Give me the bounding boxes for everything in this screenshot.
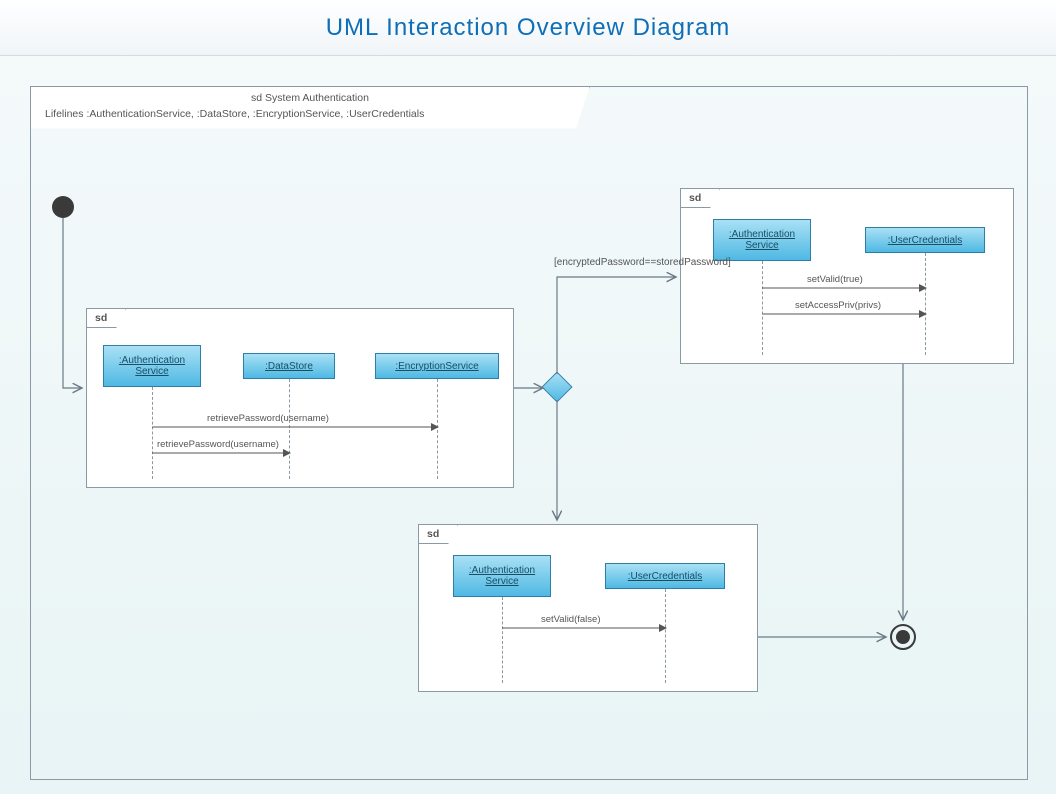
sd-frame-1: sd :AuthenticationService :DataStore :En…	[86, 308, 514, 488]
title-bar: UML Interaction Overview Diagram	[0, 0, 1056, 56]
sd2-tab: sd	[680, 188, 720, 208]
sd3-lifeline-user: :UserCredentials	[605, 563, 725, 589]
sd2-msg1: setValid(true)	[807, 274, 863, 285]
sd2-lifeline-user: :UserCredentials	[865, 227, 985, 253]
sd3-arrows	[419, 525, 757, 691]
guard-label: [encryptedPassword==storedPassword]	[554, 257, 731, 268]
sd3-lifeline-auth: :AuthenticationService	[453, 555, 551, 597]
sd-frame-3: sd :AuthenticationService :UserCredentia…	[418, 524, 758, 692]
sd3-msg1: setValid(false)	[541, 614, 601, 625]
sd1-lifeline-datastore: :DataStore	[243, 353, 335, 379]
sd3-dash-user	[665, 589, 666, 683]
sd1-dash-auth	[152, 387, 153, 479]
sd1-msg2: retrievePassword(username)	[157, 439, 279, 450]
main-frame-tab: sd System Authentication Lifelines :Auth…	[30, 86, 590, 129]
sd1-dash-datastore	[289, 379, 290, 479]
sd1-arrows	[87, 309, 513, 487]
diagram-title: UML Interaction Overview Diagram	[326, 14, 731, 42]
final-node-inner	[896, 630, 910, 644]
sd1-lifeline-encryption: :EncryptionService	[375, 353, 499, 379]
sd3-dash-auth	[502, 597, 503, 683]
sd2-msg2: setAccessPriv(privs)	[795, 300, 881, 311]
sd1-dash-encryption	[437, 379, 438, 479]
main-frame-lifelines: Lifelines :AuthenticationService, :DataS…	[45, 107, 575, 123]
sd1-tab: sd	[86, 308, 126, 328]
final-node	[890, 624, 916, 650]
sd2-dash-user	[925, 253, 926, 355]
initial-node	[52, 196, 74, 218]
sd1-msg1: retrievePassword(username)	[207, 413, 329, 424]
sd3-tab: sd	[418, 524, 458, 544]
main-frame-title: sd System Authentication	[45, 91, 575, 107]
sd1-lifeline-auth: :AuthenticationService	[103, 345, 201, 387]
sd2-dash-auth	[762, 261, 763, 355]
sd2-lifeline-auth: :AuthenticationService	[713, 219, 811, 261]
sd-frame-2: sd :AuthenticationService :UserCredentia…	[680, 188, 1014, 364]
